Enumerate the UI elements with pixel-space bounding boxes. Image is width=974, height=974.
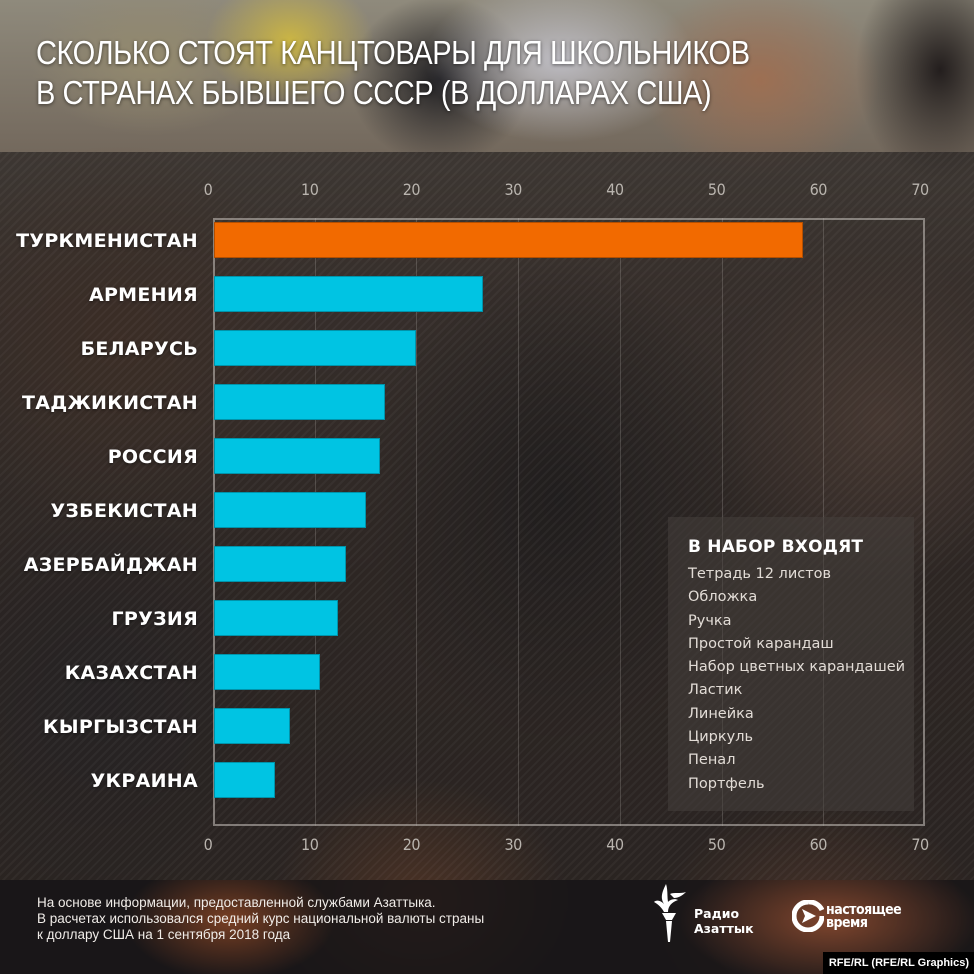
x-axis-bottom: 0 10 20 30 40 50 60 70	[0, 835, 974, 855]
nastoyashchee-vremya-logo: настоящее время	[792, 900, 932, 940]
x-tick-label: 30	[504, 180, 522, 199]
gridline	[518, 218, 520, 826]
logo-radio-line-2: Азаттык	[694, 921, 754, 936]
bar-row: РОССИЯ	[0, 438, 974, 476]
kit-item: Ручка	[688, 612, 732, 629]
bar	[214, 600, 339, 636]
x-tick-label: 0	[203, 835, 213, 854]
x-tick-label: 70	[911, 180, 929, 199]
x-tick-label: 10	[301, 180, 319, 199]
country-label: ТАДЖИКИСТАН	[22, 392, 198, 414]
logo-nv-line-2: время	[826, 915, 868, 931]
image-credit: RFE/RL (RFE/RL Graphics)	[822, 952, 974, 974]
chart-title: СКОЛЬКО СТОЯТ КАНЦТОВАРЫ ДЛЯ ШКОЛЬНИКОВ …	[36, 33, 846, 113]
chart-title-line-2: В СТРАНАХ БЫВШЕГО СССР (В ДОЛЛАРАХ США)	[36, 74, 712, 111]
nastoyashchee-vremya-wordmark: настоящее время	[826, 902, 902, 931]
country-label: БЕЛАРУСЬ	[80, 338, 198, 360]
bar	[214, 708, 291, 744]
bar-row: ТАДЖИКИСТАН	[0, 384, 974, 422]
source-note: На основе информации, предоставленной сл…	[37, 895, 557, 943]
chart-title-line-1: СКОЛЬКО СТОЯТ КАНЦТОВАРЫ ДЛЯ ШКОЛЬНИКОВ	[36, 34, 750, 71]
country-label: КЫРГЫЗСТАН	[43, 716, 198, 738]
source-line-3: к доллару США на 1 сентября 2018 года	[37, 927, 291, 942]
x-tick-label: 20	[402, 180, 421, 199]
kit-item: Портфель	[688, 775, 765, 792]
kit-item: Простой карандаш	[688, 635, 834, 652]
bar	[214, 384, 385, 420]
bar-row: БЕЛАРУСЬ	[0, 330, 974, 368]
logo-nv-line-1: настоящее	[826, 902, 902, 918]
country-label: УКРАИНА	[90, 770, 198, 792]
bar-row: АЗЕРБАЙДЖАН	[0, 546, 974, 584]
country-label: АРМЕНИЯ	[88, 284, 198, 306]
bar-row: УКРАИНА	[0, 762, 974, 800]
bar	[214, 546, 347, 582]
bar-row: КАЗАХСТАН	[0, 654, 974, 692]
country-label: РОССИЯ	[107, 446, 198, 468]
bar	[214, 492, 366, 528]
bar-row: КЫРГЫЗСТАН	[0, 708, 974, 746]
x-tick-label: 40	[606, 835, 624, 854]
footer: На основе информации, предоставленной сл…	[0, 880, 974, 974]
x-tick-label: 10	[301, 835, 319, 854]
logo-radio-line-1: Радио	[694, 906, 740, 921]
kit-item: Обложка	[688, 589, 758, 606]
kit-contents-title: В НАБОР ВХОДЯТ	[688, 537, 864, 557]
source-line-2: В расчетах использовался средний курс на…	[37, 911, 485, 926]
gridline	[619, 218, 621, 826]
kit-item: Ластик	[688, 682, 743, 699]
country-label: ГРУЗИЯ	[111, 608, 198, 630]
x-axis-top: 0 10 20 30 40 50 60 70	[0, 180, 974, 200]
x-tick-label: 20	[402, 835, 421, 854]
bar-row: ГРУЗИЯ	[0, 600, 974, 638]
kit-item: Пенал	[688, 752, 736, 769]
bar-row: АРМЕНИЯ	[0, 276, 974, 314]
x-tick-label: 30	[504, 835, 522, 854]
country-label: КАЗАХСТАН	[64, 662, 198, 684]
kit-item: Линейка	[688, 705, 754, 722]
x-tick-label: 70	[911, 835, 929, 854]
bar	[214, 222, 803, 258]
x-tick-label: 50	[707, 835, 726, 854]
bar	[214, 438, 380, 474]
radio-azattyk-logo: Радио Азаттык	[652, 882, 772, 946]
kit-contents-box: В НАБОР ВХОДЯТ Тетрадь 12 листов Обложка Р…	[668, 517, 914, 811]
kit-item: Циркуль	[688, 729, 754, 746]
bar	[214, 276, 483, 312]
bar-row: ТУРКМЕНИСТАН	[0, 222, 974, 260]
x-tick-label: 60	[809, 180, 828, 199]
bar-row: УЗБЕКИСТАН	[0, 492, 974, 530]
bar	[214, 654, 320, 690]
x-tick-label: 50	[707, 180, 726, 199]
play-circle-icon	[792, 900, 824, 932]
x-tick-label: 0	[203, 180, 213, 199]
country-label: АЗЕРБАЙДЖАН	[23, 554, 198, 576]
bar	[214, 762, 276, 798]
kit-item: Тетрадь 12 листов	[688, 566, 832, 582]
torch-icon	[654, 884, 686, 942]
country-label: ТУРКМЕНИСТАН	[16, 230, 198, 252]
radio-azattyk-wordmark: Радио Азаттык	[694, 906, 754, 936]
country-label: УЗБЕКИСТАН	[50, 500, 198, 522]
kit-item: Набор цветных карандашей	[688, 659, 906, 676]
gridline	[416, 218, 418, 826]
x-tick-label: 40	[606, 180, 624, 199]
bar	[214, 330, 417, 366]
kit-contents-list: Тетрадь 12 листов Обложка Ручка Простой кар…	[688, 563, 914, 796]
source-line-1: На основе информации, предоставленной сл…	[37, 895, 436, 910]
x-tick-label: 60	[809, 835, 828, 854]
